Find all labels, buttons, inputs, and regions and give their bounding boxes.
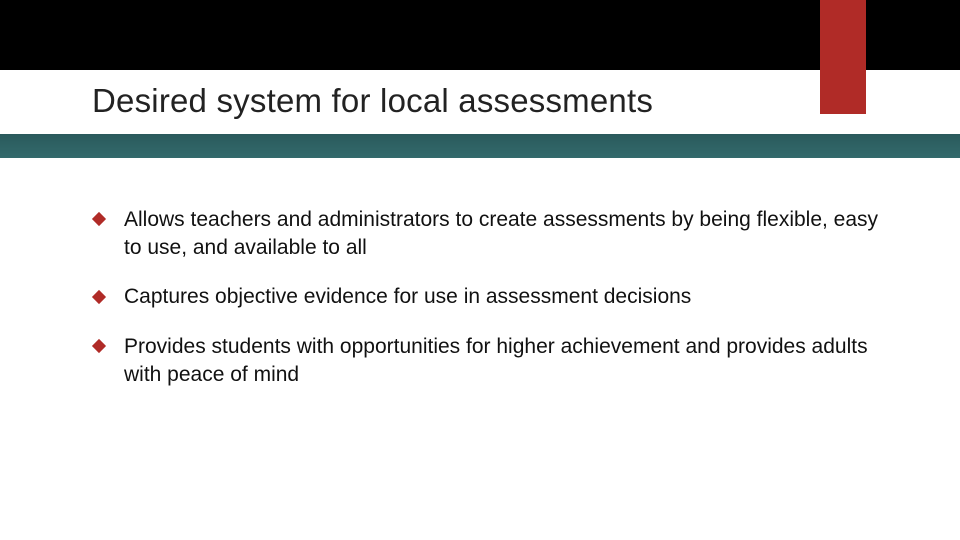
diamond-bullet-icon — [92, 290, 105, 303]
title-header-band — [0, 0, 960, 158]
bullet-text: Captures objective evidence for use in a… — [124, 285, 691, 308]
bullet-text: Provides students with opportunities for… — [124, 335, 868, 386]
list-item: Provides students with opportunities for… — [92, 333, 900, 388]
slide-title: Desired system for local assessments — [92, 82, 653, 120]
header-top-band — [0, 0, 960, 70]
diamond-bullet-icon — [92, 213, 105, 226]
list-item: Captures objective evidence for use in a… — [92, 283, 900, 311]
diamond-bullet-icon — [92, 340, 105, 353]
header-bottom-band — [0, 134, 960, 158]
bullet-text: Allows teachers and administrators to cr… — [124, 208, 878, 259]
accent-rectangle — [820, 0, 866, 114]
slide-body: Allows teachers and administrators to cr… — [92, 206, 900, 411]
bullet-list: Allows teachers and administrators to cr… — [92, 206, 900, 389]
list-item: Allows teachers and administrators to cr… — [92, 206, 900, 261]
